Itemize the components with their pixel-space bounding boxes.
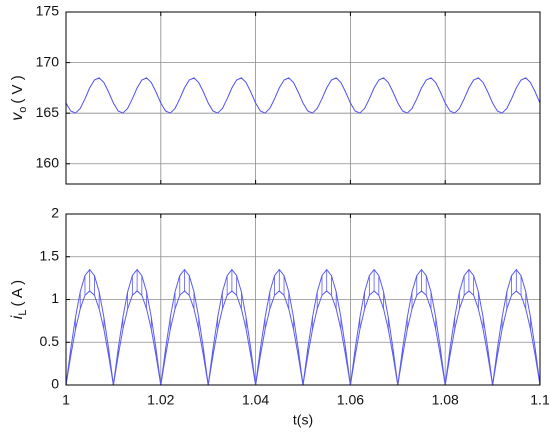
- x-tick-label: 1.02: [147, 392, 174, 408]
- y-label-unit: ( A ): [9, 280, 26, 307]
- x-axis-label: t(s): [293, 412, 313, 428]
- y-label-symbol: i: [9, 315, 26, 319]
- y-label-symbol: v: [9, 112, 26, 121]
- data-line: [65, 77, 541, 114]
- y-tick-label: 165: [36, 104, 60, 120]
- y-label-subscript: L: [17, 310, 29, 316]
- y-tick-label: 160: [36, 154, 60, 170]
- axes-box: [65, 213, 541, 386]
- y-label-subscript: o: [17, 107, 29, 113]
- x-tick-label: 1.06: [337, 392, 364, 408]
- plot-area: [66, 12, 540, 184]
- y-tick-label: 0: [51, 376, 59, 392]
- x-tick-label: 1.04: [242, 392, 269, 408]
- x-tick-label: 1.08: [432, 392, 459, 408]
- y-axis-label: iL ( A ): [9, 280, 29, 319]
- y-label-unit: ( V ): [9, 75, 26, 103]
- x-tick-label: 1.1: [530, 392, 550, 408]
- axes-box: [65, 11, 541, 185]
- y-tick-label: 2: [51, 205, 59, 221]
- x-tick-label: 1: [62, 392, 70, 408]
- y-tick-label: 175: [36, 3, 60, 19]
- y-tick-label: 0.5: [40, 333, 60, 349]
- y-tick-label: 1.5: [40, 247, 60, 263]
- y-axis-label: vo ( V ): [9, 75, 29, 120]
- y-tick-label: 170: [36, 53, 60, 69]
- y-tick-label: 1: [51, 290, 59, 306]
